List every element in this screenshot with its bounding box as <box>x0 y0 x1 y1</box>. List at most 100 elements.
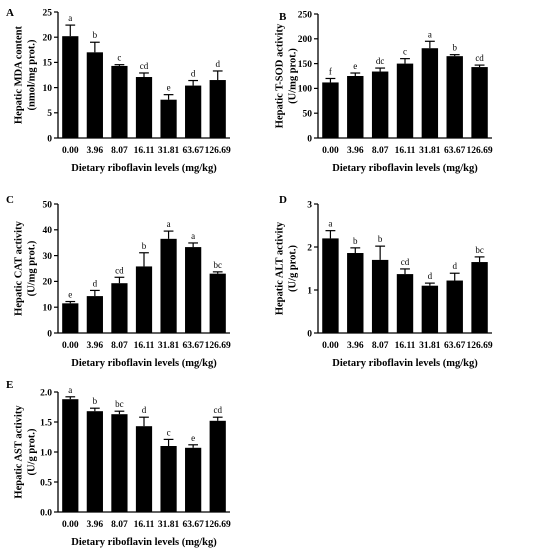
x-axis-label: Dietary riboflavin levels (mg/kg) <box>332 163 478 174</box>
bar <box>209 420 226 512</box>
significance-label: a <box>167 219 171 229</box>
x-tick-label: 63.67 <box>182 146 204 156</box>
significance-label: e <box>167 83 171 93</box>
bar <box>371 259 389 333</box>
significance-label: e <box>68 290 72 300</box>
y-axis-unit: (U/mg prot.) <box>288 48 299 104</box>
x-tick-label: 126.69 <box>205 146 231 156</box>
significance-label: cd <box>213 405 222 415</box>
x-tick-label: 3.96 <box>87 520 104 530</box>
significance-label: c <box>167 427 171 437</box>
x-tick-label: 3.96 <box>347 341 364 351</box>
bar <box>471 262 488 333</box>
y-axis-unit: (U/g prot.) <box>288 244 299 292</box>
bar <box>347 253 364 333</box>
significance-label: cd <box>475 53 484 63</box>
y-tick-label: 150 <box>298 60 313 70</box>
y-axis-unit: (U/g prot.) <box>27 428 38 476</box>
x-tick-label: 0.00 <box>62 520 79 530</box>
bar <box>160 99 177 138</box>
significance-label: b <box>353 236 358 246</box>
y-tick-label: 5 <box>47 109 52 119</box>
y-tick-label: 1 <box>307 286 312 296</box>
y-axis-label: Hepatic AST activity <box>14 405 25 499</box>
y-tick-label: 200 <box>298 35 313 45</box>
significance-label: b <box>142 241 147 251</box>
y-axis-unit: (U/mg prot.) <box>27 240 38 296</box>
bar <box>322 238 339 333</box>
x-tick-label: 8.07 <box>111 520 128 530</box>
bar <box>185 85 202 138</box>
x-tick-label: 31.81 <box>158 146 180 156</box>
x-tick-label: 3.96 <box>87 341 104 351</box>
x-tick-label: 16.11 <box>395 146 416 156</box>
bar <box>86 52 103 138</box>
y-tick-label: 1.5 <box>40 418 52 428</box>
x-tick-label: 3.96 <box>87 146 104 156</box>
x-tick-label: 31.81 <box>419 146 441 156</box>
bar <box>111 283 128 333</box>
bar <box>322 82 339 138</box>
y-axis-label: Hepatic MDA content <box>14 26 25 124</box>
y-tick-label: 15 <box>43 59 53 69</box>
x-tick-label: 16.11 <box>134 520 155 530</box>
bar <box>135 266 153 333</box>
bar <box>160 446 177 512</box>
bar <box>421 285 439 333</box>
panel-letter: C <box>6 194 14 206</box>
x-tick-label: 8.07 <box>111 341 128 351</box>
y-axis-label: Hepatic CAT activity <box>14 220 25 315</box>
x-tick-label: 63.67 <box>444 341 466 351</box>
x-tick-label: 31.81 <box>419 341 441 351</box>
x-tick-label: 0.00 <box>322 341 339 351</box>
y-tick-label: 10 <box>43 84 53 94</box>
significance-label: c <box>117 53 121 63</box>
significance-label: a <box>68 13 72 23</box>
y-tick-label: 20 <box>43 34 53 44</box>
significance-label: b <box>378 234 383 244</box>
significance-label: bc <box>213 260 222 270</box>
bar <box>371 71 389 138</box>
x-tick-label: 3.96 <box>347 146 364 156</box>
significance-label: d <box>452 261 457 271</box>
y-tick-label: 2.0 <box>40 388 52 398</box>
x-tick-label: 16.11 <box>134 341 155 351</box>
significance-label: f <box>329 66 332 76</box>
x-tick-label: 0.00 <box>322 146 339 156</box>
bar <box>185 447 202 512</box>
y-tick-label: 0 <box>47 329 52 339</box>
x-tick-label: 8.07 <box>111 146 128 156</box>
x-axis-label: Dietary riboflavin levels (mg/kg) <box>71 537 217 548</box>
y-tick-label: 3 <box>307 200 312 210</box>
panel-d: D Hepatic ALT activity (U/g prot.) 0 1 2 3 a 0.0… <box>275 194 493 369</box>
significance-label: a <box>191 231 195 241</box>
bar <box>446 56 463 138</box>
bar <box>135 77 153 138</box>
panel-letter: E <box>6 379 13 391</box>
significance-label: bc <box>475 245 484 255</box>
significance-label: b <box>93 396 98 406</box>
x-tick-label: 126.69 <box>205 341 231 351</box>
y-tick-label: 0 <box>307 329 312 339</box>
x-tick-label: 0.00 <box>62 146 79 156</box>
bar <box>209 80 226 138</box>
x-tick-label: 126.69 <box>205 520 231 530</box>
panel-letter: B <box>279 11 287 23</box>
y-tick-label: 0 <box>47 134 52 144</box>
x-tick-label: 126.69 <box>467 341 493 351</box>
y-tick-label: 100 <box>298 85 313 95</box>
x-axis-label: Dietary riboflavin levels (mg/kg) <box>71 163 217 174</box>
bar <box>446 280 463 333</box>
panel-letter: A <box>6 7 14 19</box>
significance-label: a <box>68 385 72 395</box>
bar <box>111 65 128 138</box>
bar <box>421 48 439 138</box>
significance-label: d <box>215 59 220 69</box>
significance-label: c <box>403 47 407 57</box>
significance-label: d <box>142 405 147 415</box>
significance-label: a <box>328 219 332 229</box>
x-tick-label: 31.81 <box>158 341 180 351</box>
bar <box>62 36 79 138</box>
